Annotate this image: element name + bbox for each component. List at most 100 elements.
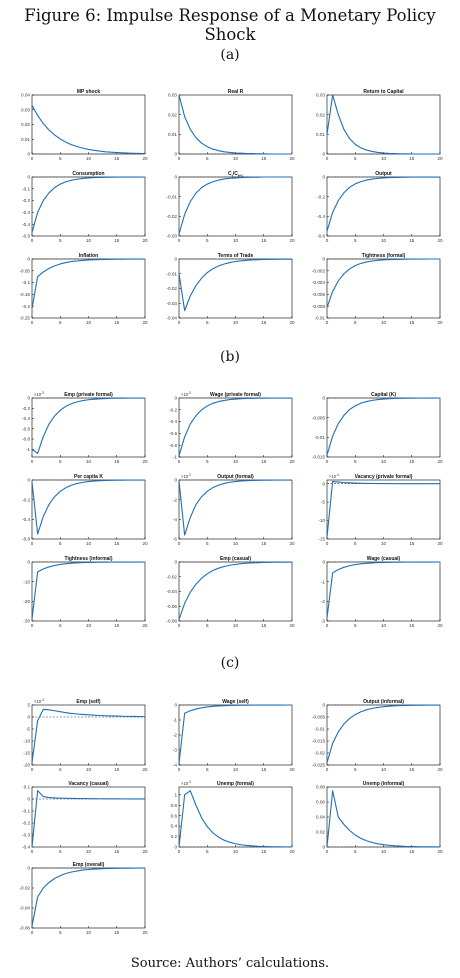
x-tick-label: 10 — [86, 930, 92, 935]
series-line — [326, 258, 440, 308]
x-tick-label: 10 — [381, 849, 387, 854]
x-tick-label: 15 — [261, 459, 267, 464]
y-tick-label: -0.015 — [312, 455, 325, 460]
y-tick-label: -0.03 — [167, 234, 178, 239]
x-tick-label: 20 — [142, 238, 148, 243]
axes-frame — [31, 786, 146, 848]
x-tick-label: 5 — [206, 541, 209, 546]
x-tick-label: 5 — [59, 767, 62, 772]
x-tick-label: 5 — [354, 320, 357, 325]
y-tick-label: 0 — [174, 560, 177, 565]
y-tick-label: -0.2 — [22, 406, 30, 411]
axes-frame — [326, 704, 441, 766]
y-tick-label: -0.005 — [312, 715, 325, 720]
x-tick-label: 15 — [409, 459, 415, 464]
y-tick-label: 5 — [27, 703, 30, 708]
x-tick-label: 20 — [289, 320, 295, 325]
axes-frame — [178, 176, 293, 237]
series-line — [326, 176, 440, 232]
axes-frame — [326, 397, 441, 458]
x-tick-label: 20 — [437, 320, 443, 325]
x-tick-label: 15 — [114, 459, 120, 464]
series-line — [178, 479, 293, 536]
x-tick-label: 5 — [206, 156, 209, 161]
y-tick-label: -0.005 — [312, 415, 325, 420]
y-tick-label: -3 — [173, 748, 178, 753]
y-tick-label: 0 — [322, 152, 325, 157]
y-tick-label: 0.04 — [21, 93, 30, 98]
series-line — [31, 105, 146, 155]
chart-tightness-formal: 0-0.002-0.004-0.006-0.008-0.010 5 10 15 20Ti… — [312, 253, 443, 325]
x-tick-label: 0 — [178, 238, 181, 243]
x-tick-label: 5 — [59, 156, 62, 161]
y-tick-label: 0.02 — [316, 830, 325, 835]
x-tick-label: 20 — [289, 849, 295, 854]
y-tick-label: -0.3 — [22, 833, 30, 838]
x-tick-label: 10 — [233, 541, 239, 546]
y-tick-label: 0 — [174, 845, 177, 850]
axes-frame — [178, 479, 293, 540]
x-tick-label: 15 — [261, 849, 267, 854]
chart-title: Emp (self) — [76, 699, 101, 705]
y-tick-label: -0.4 — [22, 845, 30, 850]
y-tick-label: 0.03 — [316, 93, 325, 98]
x-tick-label: 15 — [261, 541, 267, 546]
x-tick-label: 5 — [206, 459, 209, 464]
y-tick-label: 0.4 — [171, 824, 178, 829]
x-tick-label: 5 — [206, 320, 209, 325]
y-tick-label: -0.02 — [167, 214, 178, 219]
axes-frame — [326, 94, 441, 155]
y-tick-label: 0 — [27, 560, 30, 565]
axes-frame — [326, 176, 441, 237]
x-tick-label: 15 — [114, 156, 120, 161]
y-tick-label: -0.01 — [315, 435, 326, 440]
y-tick-label: -0.01 — [315, 727, 326, 732]
y-tick-label: -10 — [23, 739, 30, 744]
y-tick-label: -5 — [321, 500, 326, 505]
x-tick-label: 15 — [409, 238, 415, 243]
x-tick-label: 5 — [59, 320, 62, 325]
y-tick-label: -0.8 — [169, 443, 177, 448]
x-tick-label: 20 — [142, 541, 148, 546]
x-tick-label: 5 — [59, 541, 62, 546]
y-tick-label: 1 — [174, 792, 177, 797]
y-tick-label: 0 — [322, 396, 325, 401]
y-tick-label: -0.2 — [22, 198, 30, 203]
x-tick-label: 15 — [409, 541, 415, 546]
x-tick-label: 10 — [381, 541, 387, 546]
chart-title: Emp (private formal) — [64, 392, 113, 398]
chart-title: Output (formal) — [217, 474, 254, 480]
y-tick-label: -10 — [23, 579, 30, 584]
x-tick-label: 5 — [354, 541, 357, 546]
x-tick-label: 5 — [59, 849, 62, 854]
y-tick-label: 0 — [174, 152, 177, 157]
x-tick-label: 15 — [114, 238, 120, 243]
chart-title: Terms of Trade — [218, 253, 254, 259]
y-tick-label: 0.8 — [171, 803, 178, 808]
y-tick-label: -0.02 — [167, 574, 178, 579]
y-tick-label: -0.05 — [20, 268, 31, 273]
y-tick-label: 0 — [27, 175, 30, 180]
y-tick-label: -0.025 — [312, 763, 325, 768]
x-tick-label: 10 — [233, 238, 239, 243]
y-tick-label: 0.08 — [316, 785, 325, 790]
x-tick-label: 10 — [233, 459, 239, 464]
y-tick-label: -0.5 — [22, 234, 30, 239]
series-line — [178, 790, 293, 848]
x-tick-label: 0 — [178, 156, 181, 161]
x-tick-label: 5 — [206, 623, 209, 628]
y-tick-label: -0.1 — [22, 809, 30, 814]
figure-title: Figure 6: Impulse Response of a Monetary… — [24, 6, 436, 44]
y-tick-label: 0 — [27, 257, 30, 262]
x-tick-label: 15 — [261, 156, 267, 161]
axes-frame — [178, 397, 293, 458]
x-tick-label: 0 — [178, 767, 181, 772]
y-tick-label: 0 — [322, 845, 325, 850]
y-tick-label: 0.01 — [168, 132, 177, 137]
x-tick-label: 20 — [142, 767, 148, 772]
